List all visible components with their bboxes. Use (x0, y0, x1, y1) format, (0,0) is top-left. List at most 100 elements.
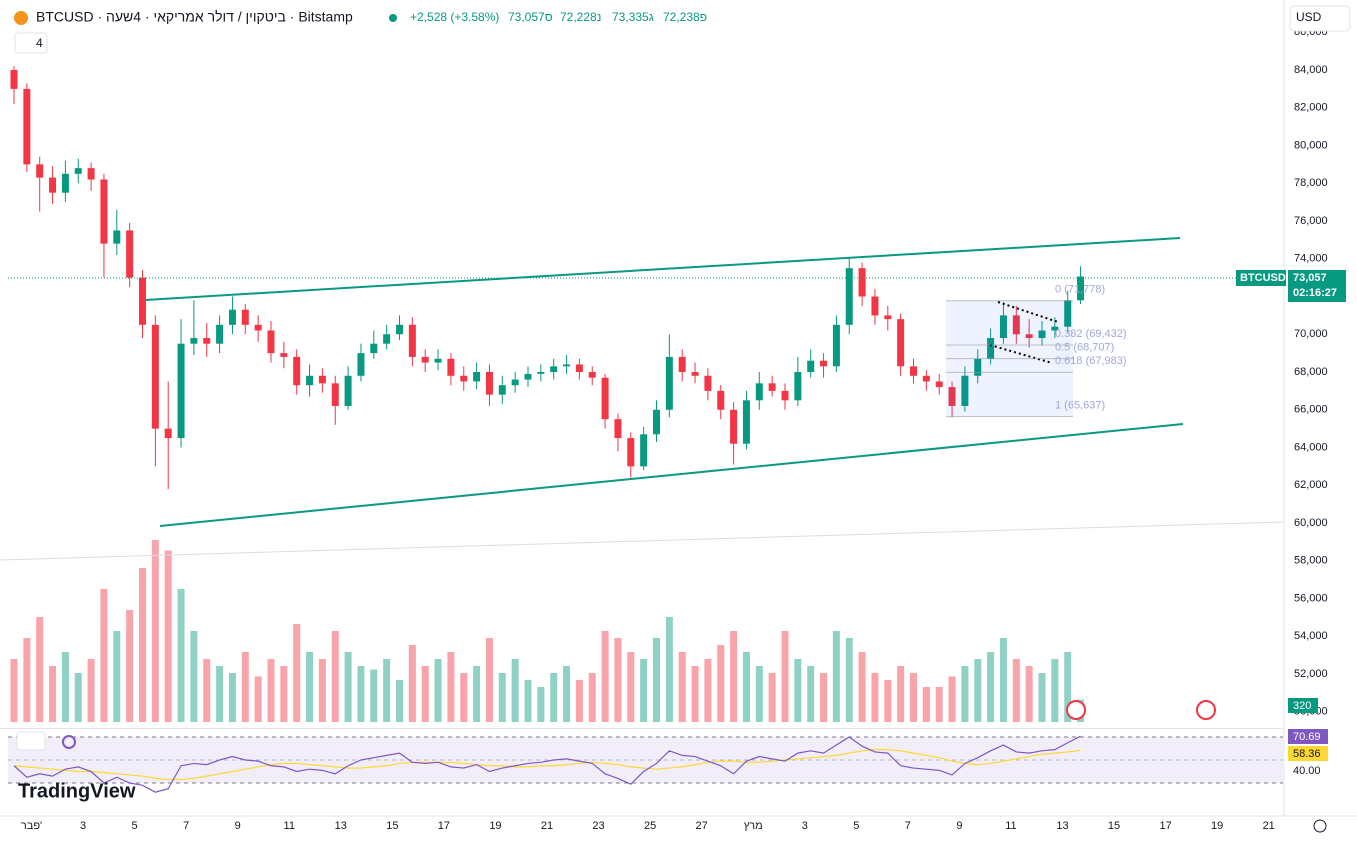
candle-body (190, 338, 198, 344)
settings-icon[interactable] (1313, 819, 1327, 833)
change: +2,528 (+3.58%) (410, 10, 499, 24)
volume-bar (691, 666, 699, 722)
candle-body (845, 268, 853, 325)
candle-body (434, 358, 442, 363)
candle-body (588, 372, 596, 378)
volume-bar (61, 652, 69, 722)
volume-bar (884, 680, 892, 722)
volume-bar (370, 669, 378, 722)
x-tick-label: פבר' (21, 820, 42, 832)
volume-bar (190, 631, 198, 722)
candle-body (396, 324, 403, 335)
candle-body (254, 324, 262, 331)
candle-body (511, 379, 519, 386)
volume-bar (126, 610, 134, 722)
volume-bar (241, 652, 249, 722)
y-tick-label: 58,000 (1294, 555, 1328, 567)
candle-body (601, 377, 609, 420)
x-tick-label: 23 (592, 820, 604, 832)
volume-bar (974, 659, 982, 722)
volume-bar (1038, 673, 1046, 722)
volume-bar (575, 680, 583, 722)
volume-bar (447, 652, 455, 722)
volume-bar (293, 624, 301, 722)
candle-body (498, 385, 506, 395)
candle-body (280, 353, 288, 357)
candle-body (1025, 334, 1033, 339)
candle-body (614, 419, 622, 439)
candle-body (318, 375, 326, 384)
x-tick-label: 27 (696, 820, 708, 832)
rsi-tag-text: 70.69 (1293, 731, 1321, 743)
volume-bar (768, 673, 776, 722)
candle-body (370, 343, 378, 354)
rsi-tag (1288, 729, 1328, 744)
volume-tag-text: 320 (1293, 700, 1311, 712)
candle-body (74, 168, 82, 174)
volume-bar (254, 676, 262, 722)
candle-body (524, 373, 532, 380)
currency-select[interactable] (1289, 5, 1351, 32)
candle-body (357, 353, 365, 376)
volume-bar (318, 659, 326, 722)
volume-bar (498, 673, 506, 722)
indicators-toggle[interactable] (14, 32, 48, 54)
candle-body (550, 366, 558, 372)
trendline (159, 423, 1184, 527)
candle-body (781, 390, 789, 401)
currency[interactable]: USD (1296, 10, 1322, 24)
candle-body (164, 428, 172, 439)
volume-bar (408, 645, 416, 722)
volume-bar (434, 659, 442, 722)
fib-label: 1 (65,637) (1055, 400, 1105, 412)
x-tick-label: 5 (853, 820, 859, 832)
volume-bar (151, 540, 159, 722)
volume-bar (794, 659, 802, 722)
volume-bar (177, 589, 185, 722)
volume-bar (10, 659, 18, 722)
candle-body (241, 309, 249, 325)
fib-label: 0.382 (69,432) (1055, 328, 1127, 340)
candle-body (807, 360, 815, 372)
x-axis: פבר' 3 5 7 9 11 13 15 17 19 21 23 25 27 מרץ 3 5 7 9 11 13 15 1… (21, 820, 1275, 832)
volume-bar (49, 666, 57, 722)
trendline (144, 237, 1181, 301)
candle-body (961, 375, 969, 406)
y-tick-label: 74,000 (1294, 253, 1328, 265)
volume-bar (665, 617, 673, 722)
y-tick-label: 62,000 (1294, 479, 1328, 491)
candle-body (987, 338, 995, 359)
volume-bar (113, 631, 121, 722)
pane-collapse[interactable] (16, 731, 46, 751)
candle-body (537, 372, 545, 374)
candle-body (61, 173, 69, 193)
candle-body (1051, 326, 1059, 331)
candle-body (293, 356, 301, 386)
volume-bar (910, 673, 917, 722)
event-flag[interactable] (1066, 700, 1086, 720)
volume-bar (267, 659, 275, 722)
candle-body (113, 230, 121, 244)
volume-bar (383, 659, 391, 722)
y-tick-label: 76,000 (1294, 215, 1328, 227)
candle-body (126, 230, 134, 278)
y-axis: 86,00084,00082,00080,00078,00076,00074,0… (1294, 26, 1328, 718)
candle-body (447, 358, 455, 376)
x-tick-label: 17 (1159, 820, 1171, 832)
event-flag[interactable] (1196, 700, 1216, 720)
fib-label: 0 (71,778) (1055, 284, 1105, 296)
price-axis (1284, 0, 1357, 816)
volume-bar (357, 666, 365, 722)
volume-bar (871, 673, 879, 722)
candle-body (383, 334, 391, 344)
indicator-count[interactable]: 4 (36, 36, 43, 50)
x-tick-label: 19 (1211, 820, 1223, 832)
fib-label: 0.5 (68,707) (1055, 342, 1114, 354)
volume-bar (897, 666, 905, 722)
candle-body (203, 338, 211, 344)
rsi-line (13, 735, 1081, 793)
price-tag-countdown: 02:16:27 (1293, 287, 1337, 299)
volume-bar (306, 652, 314, 722)
candle-body (216, 324, 224, 344)
